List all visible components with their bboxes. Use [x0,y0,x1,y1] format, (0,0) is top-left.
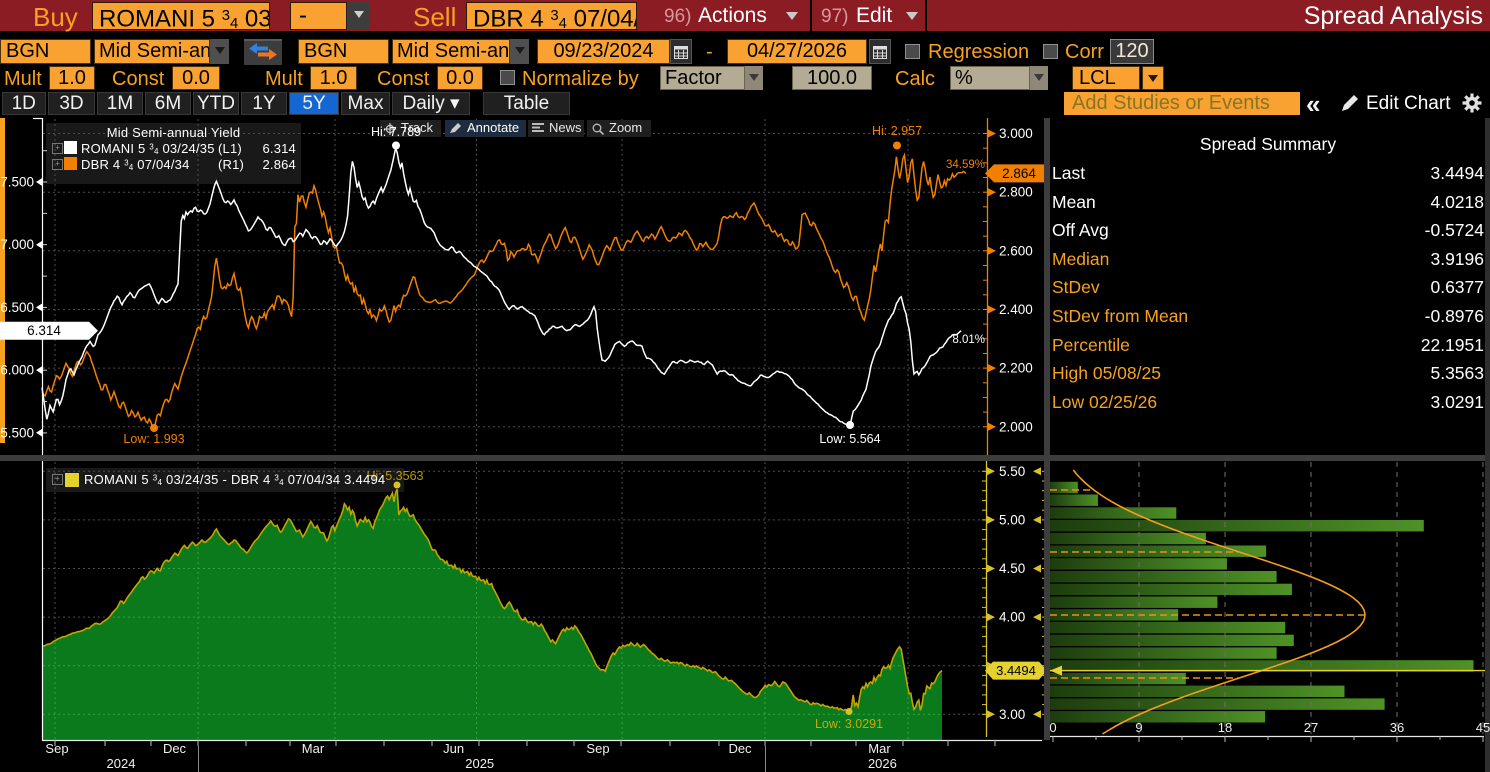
svg-text:45: 45 [1476,720,1490,735]
svg-text:3.4494: 3.4494 [996,663,1036,678]
svg-text:5.00: 5.00 [999,512,1025,527]
svg-text:Sep: Sep [586,741,609,756]
svg-text:2026: 2026 [868,756,897,771]
svg-text:Mar: Mar [868,741,891,756]
svg-text:2024: 2024 [107,756,136,771]
svg-text:6.000: 6.000 [0,363,34,378]
svg-text:4.50: 4.50 [999,561,1025,576]
svg-text:Jun: Jun [443,741,464,756]
svg-text:0: 0 [1049,720,1056,735]
svg-text:2.800: 2.800 [999,185,1033,200]
svg-text:6.500: 6.500 [0,300,34,315]
svg-text:9: 9 [1135,720,1142,735]
svg-text:2025: 2025 [465,756,494,771]
svg-text:18: 18 [1218,720,1232,735]
svg-text:36: 36 [1390,720,1404,735]
svg-text:5.50: 5.50 [999,464,1025,479]
svg-text:Dec: Dec [163,741,187,756]
svg-text:5.500: 5.500 [0,425,34,440]
svg-text:2.200: 2.200 [999,361,1033,376]
svg-text:Sep: Sep [45,741,68,756]
svg-text:27: 27 [1304,720,1318,735]
svg-text:3.00: 3.00 [999,707,1025,722]
svg-text:Dec: Dec [728,741,752,756]
svg-text:Mar: Mar [302,741,325,756]
svg-text:2.000: 2.000 [999,419,1033,434]
svg-text:3.000: 3.000 [999,126,1033,141]
svg-text:2.400: 2.400 [999,302,1033,317]
svg-text:4.00: 4.00 [999,610,1025,625]
svg-text:7.000: 7.000 [0,237,34,252]
svg-text:6.314: 6.314 [27,323,61,338]
svg-text:2.864: 2.864 [1002,166,1036,181]
svg-text:7.500: 7.500 [0,175,34,190]
svg-text:2.600: 2.600 [999,243,1033,258]
